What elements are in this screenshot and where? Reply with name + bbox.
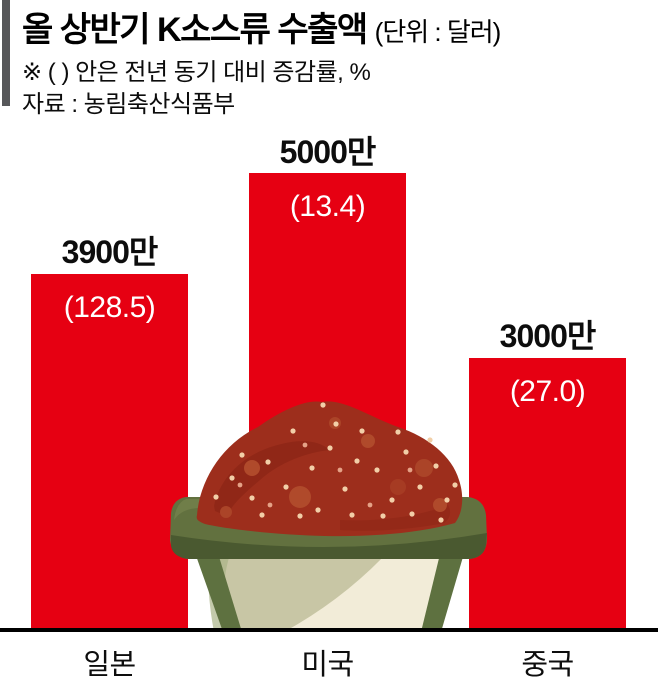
bar-change-label-usa: (13.4) <box>289 190 366 223</box>
gochujang-paste <box>196 401 463 537</box>
x-axis-label-usa: 미국 <box>301 649 354 681</box>
page-title: 올 상반기 K소스류 수출액 (단위 : 달러) <box>22 2 502 51</box>
x-axis-line <box>0 628 658 632</box>
sesame-seeds <box>213 402 458 523</box>
x-axis-label-china: 중국 <box>521 649 574 681</box>
bar-value-label-china: 3000만 <box>499 318 597 354</box>
page-title-text: 올 상반기 K소스류 수출액 <box>22 11 368 49</box>
data-source: 자료 : 농림축산식품부 <box>22 91 235 118</box>
x-axis-label-japan: 일본 <box>83 649 136 681</box>
gochujang-tub-illustration <box>170 401 487 632</box>
bar-value-label-usa: 5000만 <box>279 134 377 170</box>
tub-body <box>194 550 465 632</box>
bar-japan: (128.5) <box>31 274 188 630</box>
bar-china: (27.0) <box>469 358 626 630</box>
bar-value-label-japan: 3900만 <box>61 234 159 270</box>
title-accent-bar <box>2 0 10 106</box>
unit-note: (단위 : 달러) <box>374 17 502 47</box>
bar-change-label-japan: (128.5) <box>63 291 156 324</box>
chart-footnote: ※ ( ) 안은 전년 동기 대비 증감률, % <box>22 59 371 86</box>
bar-change-label-china: (27.0) <box>509 375 586 408</box>
sesame-seeds-dark <box>237 442 413 508</box>
